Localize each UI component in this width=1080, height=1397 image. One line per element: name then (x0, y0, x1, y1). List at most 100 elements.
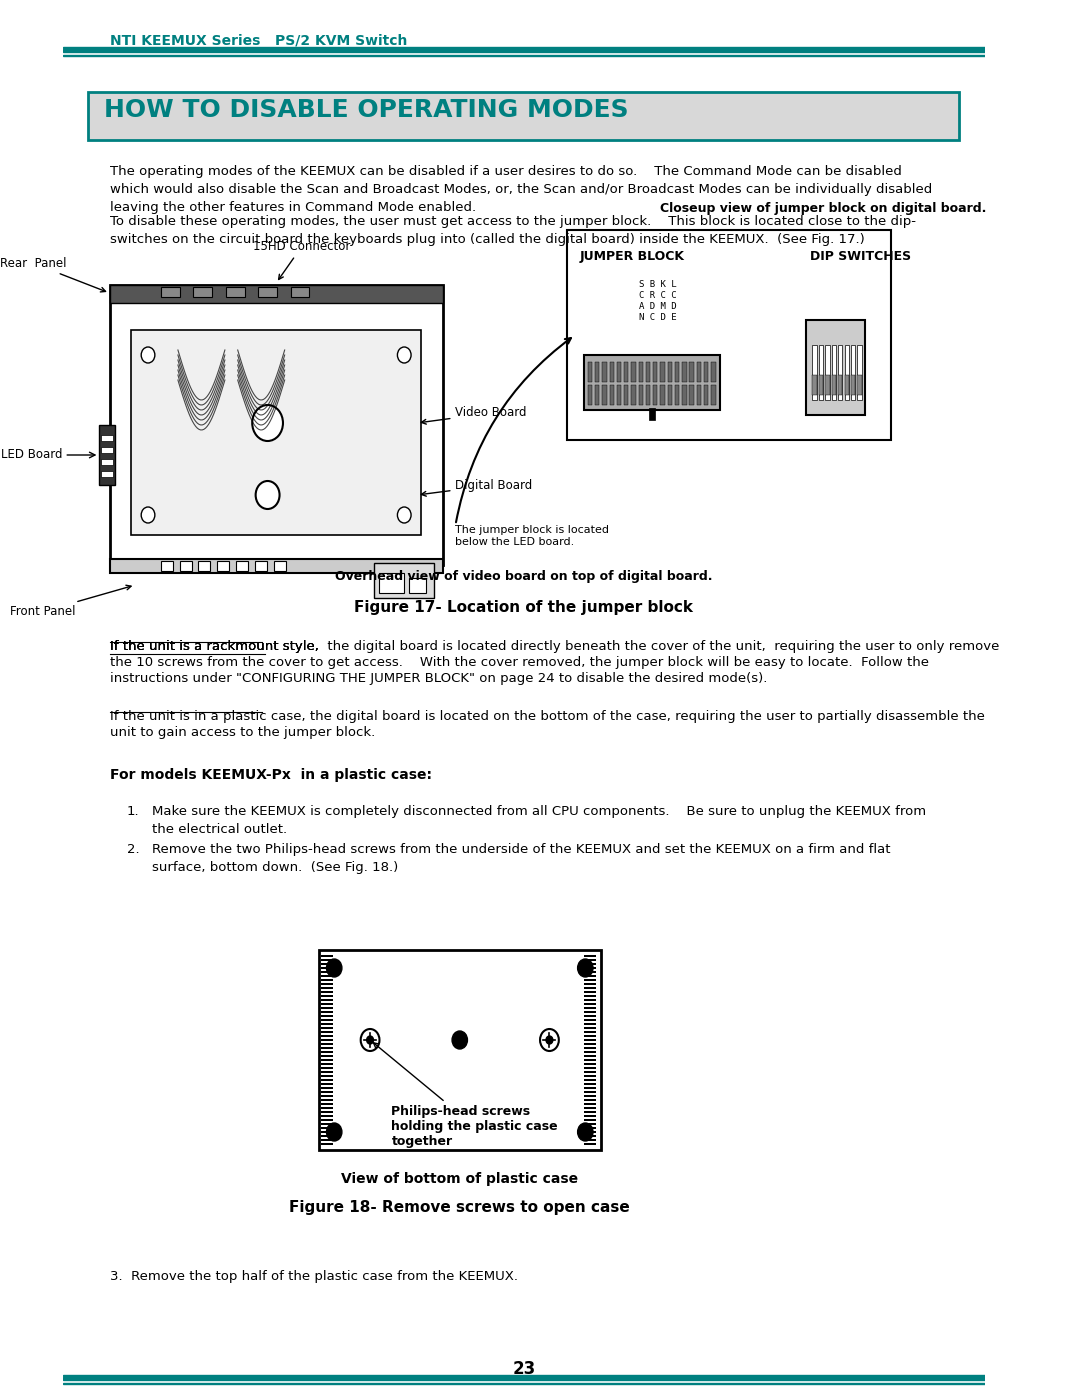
Bar (321, 1051, 333, 1053)
Bar (609, 362, 613, 381)
Bar (102, 471, 113, 476)
Bar (661, 362, 664, 381)
Bar (102, 434, 113, 441)
Circle shape (361, 1030, 379, 1051)
Text: Video Board: Video Board (421, 407, 527, 425)
Bar (321, 967, 333, 970)
Bar (583, 1078, 595, 1081)
Bar (217, 562, 229, 571)
Circle shape (367, 1037, 374, 1044)
Bar (321, 1067, 333, 1069)
Bar (583, 963, 595, 965)
Bar (583, 1071, 595, 1073)
Bar (99, 425, 114, 485)
Bar (583, 1027, 595, 1030)
Text: DIP SWITCHES: DIP SWITCHES (810, 250, 912, 263)
Circle shape (578, 1123, 593, 1141)
Bar (583, 1143, 595, 1146)
Bar (583, 1007, 595, 1009)
Bar (646, 386, 650, 405)
Bar (583, 1104, 595, 1105)
Bar (583, 1134, 595, 1137)
Bar (583, 1076, 595, 1077)
Bar (321, 1046, 333, 1049)
Bar (583, 1046, 595, 1049)
Bar (321, 1027, 333, 1030)
Bar (583, 1063, 595, 1065)
Bar (583, 1055, 595, 1058)
Bar (321, 1104, 333, 1105)
Bar (321, 1132, 333, 1133)
Bar (237, 562, 248, 571)
Bar (583, 1059, 595, 1060)
Bar (638, 362, 643, 381)
Bar (109, 285, 443, 564)
Bar (321, 995, 333, 997)
Bar (603, 362, 607, 381)
Bar (193, 286, 212, 298)
Bar (375, 563, 434, 598)
Bar (845, 345, 849, 400)
Text: 15HD Connector: 15HD Connector (253, 240, 350, 279)
Bar (379, 573, 404, 592)
Bar (321, 1106, 333, 1109)
Bar (321, 983, 333, 985)
Bar (321, 958, 333, 961)
Bar (321, 1111, 333, 1113)
Bar (291, 286, 310, 298)
Bar (583, 1039, 595, 1041)
Text: The operating modes of the KEEMUX can be disabled if a user desires to do so.   : The operating modes of the KEEMUX can be… (109, 165, 932, 214)
Bar (321, 1078, 333, 1081)
Bar (583, 971, 595, 972)
Bar (851, 345, 855, 400)
Circle shape (326, 1123, 342, 1141)
Text: If the unit is a rackmount style,: If the unit is a rackmount style, (109, 640, 319, 652)
Circle shape (141, 507, 154, 522)
Circle shape (397, 507, 411, 522)
Bar (583, 975, 595, 977)
Bar (567, 231, 891, 440)
Circle shape (453, 1031, 468, 1049)
Bar (161, 286, 179, 298)
Circle shape (578, 958, 593, 977)
Text: 2.: 2. (126, 842, 139, 856)
Text: If the unit is a rackmount style,  the digital board is located directly beneath: If the unit is a rackmount style, the di… (109, 640, 999, 652)
Bar (648, 408, 656, 420)
Bar (109, 559, 443, 573)
Bar (675, 362, 679, 381)
Bar (583, 1099, 595, 1101)
Text: Figure 17- Location of the jumper block: Figure 17- Location of the jumper block (354, 599, 693, 615)
Bar (583, 1119, 595, 1120)
Text: If the unit is a rackmount style,: If the unit is a rackmount style, (109, 640, 319, 652)
Text: Digital Board: Digital Board (421, 479, 532, 496)
Bar (838, 345, 842, 400)
Bar (638, 386, 643, 405)
Bar (321, 1087, 333, 1090)
Bar (689, 386, 693, 405)
Bar (321, 1143, 333, 1146)
Bar (321, 1011, 333, 1013)
Bar (704, 362, 708, 381)
FancyBboxPatch shape (89, 92, 959, 140)
Circle shape (253, 405, 283, 441)
Bar (583, 1083, 595, 1085)
Bar (832, 345, 836, 400)
Text: For models KEEMUX-Px  in a plastic case:: For models KEEMUX-Px in a plastic case: (109, 768, 432, 782)
Bar (583, 1023, 595, 1025)
Bar (321, 990, 333, 993)
Bar (632, 362, 636, 381)
Bar (583, 1123, 595, 1125)
Bar (321, 979, 333, 981)
Bar (321, 1007, 333, 1009)
Bar (583, 1095, 595, 1097)
Bar (583, 1018, 595, 1021)
Text: JUMPER BLOCK: JUMPER BLOCK (579, 250, 685, 263)
Bar (583, 1051, 595, 1053)
Bar (161, 562, 173, 571)
Bar (321, 999, 333, 1002)
Circle shape (326, 958, 342, 977)
Bar (321, 1071, 333, 1073)
Bar (583, 1044, 595, 1045)
Bar (675, 386, 679, 405)
Bar (199, 562, 211, 571)
